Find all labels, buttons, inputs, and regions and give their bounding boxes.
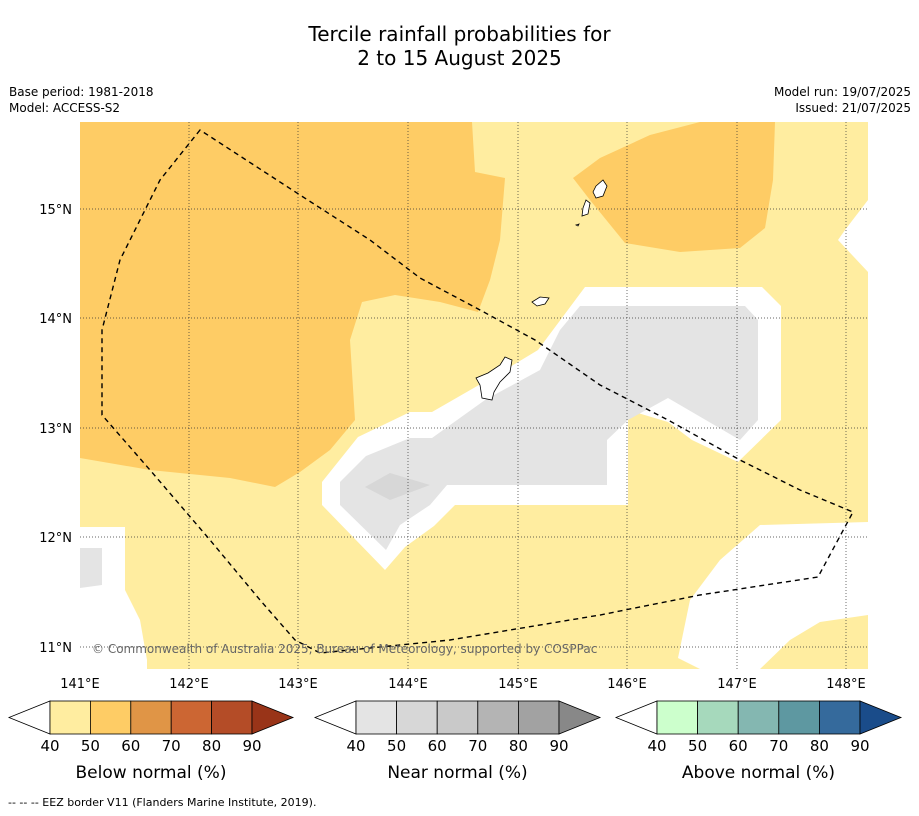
colorbar-tick: 50	[81, 737, 100, 755]
colorbar-min-extend	[313, 700, 357, 735]
colorbar-segment	[130, 700, 172, 735]
island-saipan	[592, 179, 608, 199]
lat-label: 13°N	[39, 422, 72, 437]
model-run: Model run: 19/07/2025	[773, 85, 911, 99]
lon-label: 144°E	[388, 677, 428, 692]
colorbar-segment	[778, 700, 820, 735]
colorbar-tick: 70	[162, 737, 181, 755]
base-period: Base period: 1981-2018	[9, 85, 154, 99]
colorbar-tick: 80	[509, 737, 528, 755]
meta-right: Model run: 19/07/2025 Issued: 21/07/2025	[774, 84, 911, 116]
colorbar-segment	[477, 700, 519, 735]
colorbar-tick: 90	[850, 737, 869, 755]
colorbar-segment	[737, 700, 780, 735]
colorbar-above: 40 50 60 70 80 90 Above normal (%)	[614, 700, 903, 783]
colorbar-segment	[170, 700, 212, 735]
islands	[475, 179, 608, 401]
issued-date: Issued: 21/07/2025	[795, 101, 911, 115]
colorbar-segment	[518, 700, 560, 735]
lon-label: 147°E	[717, 677, 757, 692]
colorbar-label: Near normal (%)	[387, 763, 527, 783]
colorbar-tick: 80	[202, 737, 221, 755]
colorbar-max-extend	[251, 700, 295, 735]
eez-border	[101, 129, 854, 654]
island-guam	[475, 356, 513, 401]
colorbar-tick: 40	[647, 737, 666, 755]
colorbar-tick: 50	[387, 737, 406, 755]
colorbar-max-extend	[859, 700, 903, 735]
lon-label: 141°E	[60, 677, 100, 692]
colorbar-segment	[436, 700, 479, 735]
region-white-right	[838, 200, 868, 272]
island-aguijan	[574, 223, 580, 227]
lon-label: 148°E	[826, 677, 866, 692]
lon-label: 143°E	[278, 677, 318, 692]
title-line-1: Tercile rainfall probabilities for	[308, 22, 611, 46]
colorbar-tick: 40	[346, 737, 365, 755]
colorbar-segment	[211, 700, 253, 735]
lon-label: 142°E	[169, 677, 209, 692]
footer-note: -- -- -- EEZ border V11 (Flanders Marine…	[8, 796, 317, 809]
region-below-50-ne	[573, 122, 775, 252]
meta-left: Base period: 1981-2018 Model: ACCESS-S2	[9, 84, 154, 116]
colorbar-below: 40 50 60 70 80 90 Below normal (%)	[7, 700, 295, 783]
colorbars: 40 50 60 70 80 90 Below normal (%) 40 50 60 70 80 90…	[7, 700, 903, 783]
colorbar-tick: 80	[810, 737, 829, 755]
lat-label: 14°N	[39, 312, 72, 327]
model-name: Model: ACCESS-S2	[9, 101, 121, 115]
graticule	[80, 122, 868, 669]
colorbar-tick: 90	[242, 737, 261, 755]
colorbar-segment	[697, 700, 739, 735]
lon-label: 145°E	[498, 677, 538, 692]
region-near-west	[80, 548, 102, 588]
lon-label: 146°E	[607, 677, 647, 692]
lat-labels: 15°N 14°N 13°N 12°N 11°N	[39, 203, 72, 656]
region-near-50	[365, 473, 430, 500]
region-below-50-west	[80, 122, 505, 487]
colorbar-near: 40 50 60 70 80 90 Near normal (%)	[313, 700, 602, 783]
colorbar-segment	[355, 700, 397, 735]
colorbar-label: Above normal (%)	[682, 763, 835, 783]
island-rota	[531, 296, 550, 307]
colorbar-tick: 50	[688, 737, 707, 755]
colorbar-min-extend	[614, 700, 658, 735]
title-line-2: 2 to 15 August 2025	[357, 46, 562, 70]
lon-labels: 141°E 142°E 143°E 144°E 145°E 146°E 147°…	[60, 677, 866, 692]
map-panel: © Commonwealth of Australia 2025, Bureau…	[80, 122, 868, 669]
region-white-south	[678, 522, 868, 669]
colorbar-max-extend	[558, 700, 602, 735]
colorbar-segment	[656, 700, 698, 735]
lat-label: 12°N	[39, 531, 72, 546]
colorbar-tick: 90	[549, 737, 568, 755]
colorbar-tick: 40	[40, 737, 59, 755]
colorbar-segment	[90, 700, 132, 735]
colorbar-segment	[49, 700, 91, 735]
colorbar-label: Below normal (%)	[76, 763, 227, 783]
lat-label: 11°N	[39, 641, 72, 656]
colorbar-min-extend	[7, 700, 51, 735]
lat-label: 15°N	[39, 203, 72, 218]
colorbar-segment	[819, 700, 861, 735]
colorbar-tick: 70	[769, 737, 788, 755]
colorbar-tick: 60	[428, 737, 447, 755]
colorbar-tick: 70	[468, 737, 487, 755]
colorbar-tick: 60	[729, 737, 748, 755]
colorbar-segment	[396, 700, 438, 735]
colorbar-tick: 60	[121, 737, 140, 755]
island-tinian	[581, 199, 591, 217]
map-title: Tercile rainfall probabilities for 2 to …	[0, 22, 919, 70]
copyright-text: © Commonwealth of Australia 2025, Bureau…	[92, 642, 597, 656]
